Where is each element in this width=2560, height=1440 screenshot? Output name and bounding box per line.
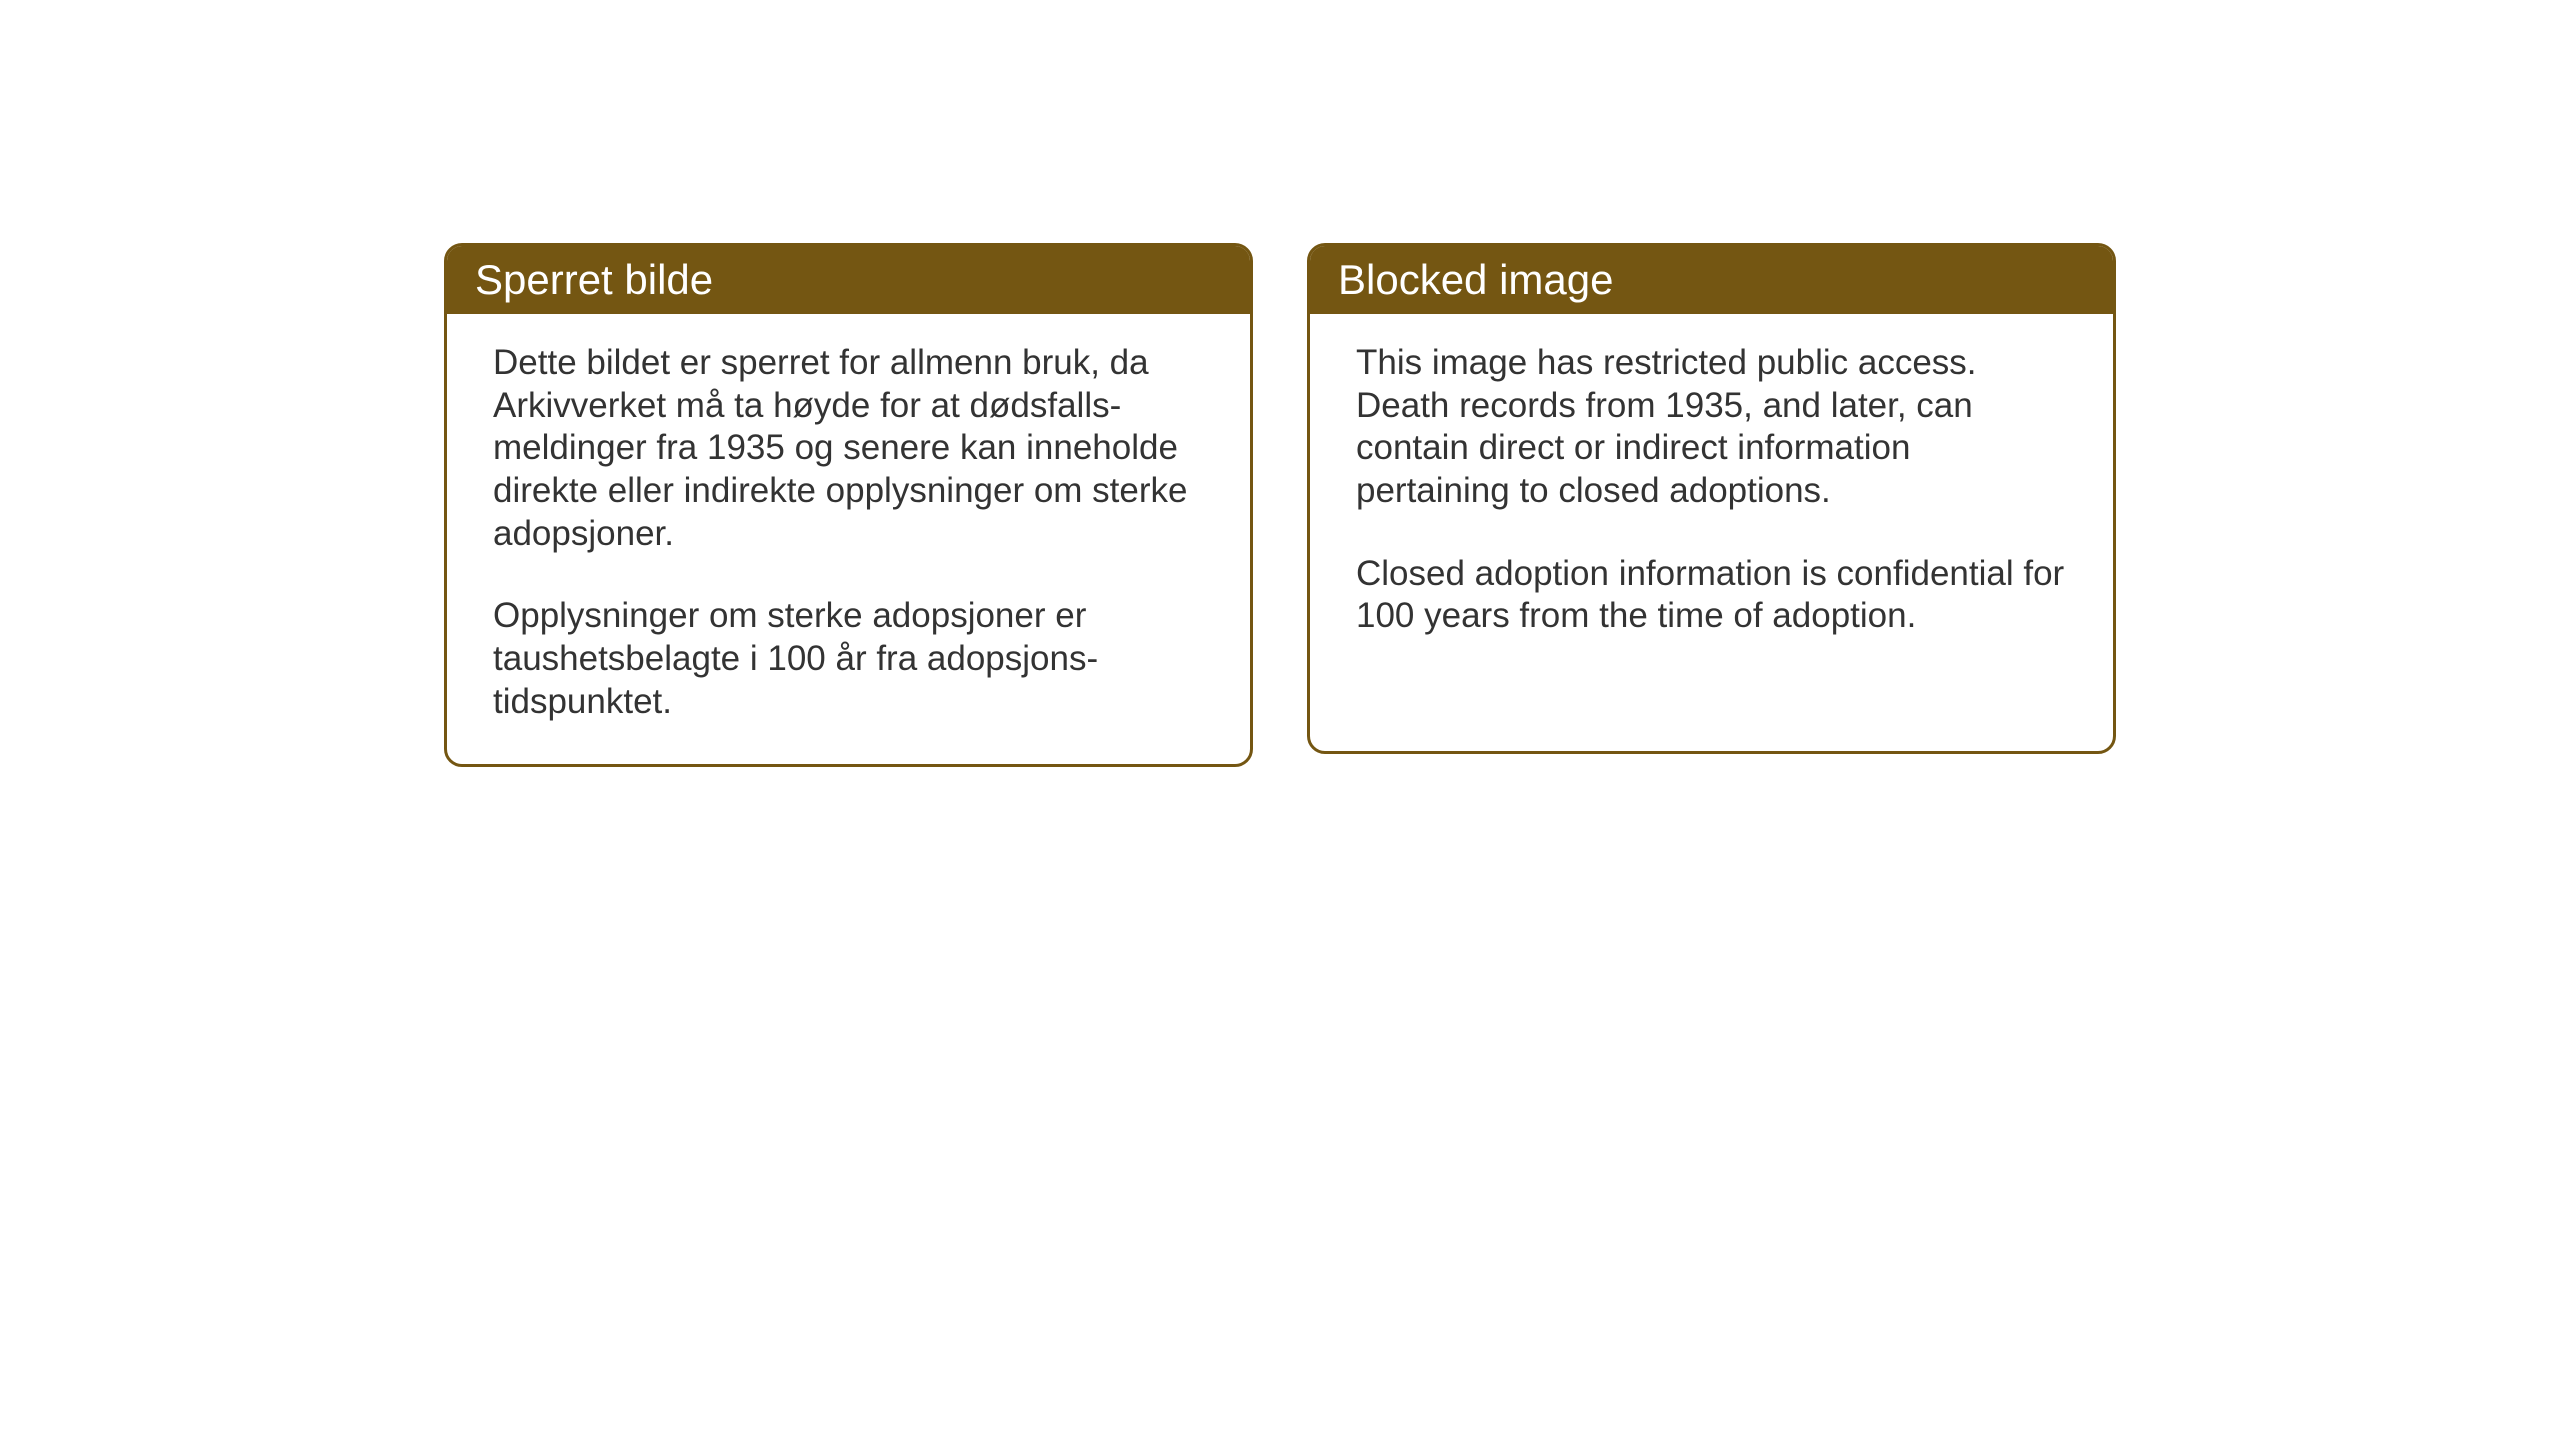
cards-container: Sperret bilde Dette bildet er sperret fo…	[444, 243, 2116, 767]
card-norwegian: Sperret bilde Dette bildet er sperret fo…	[444, 243, 1253, 767]
card-body-norwegian: Dette bildet er sperret for allmenn bruk…	[447, 314, 1250, 764]
card-body-english: This image has restricted public access.…	[1310, 314, 2113, 678]
card-paragraph-2-norwegian: Opplysninger om sterke adopsjoner er tau…	[493, 595, 1204, 723]
card-paragraph-1-english: This image has restricted public access.…	[1356, 342, 2067, 513]
card-paragraph-1-norwegian: Dette bildet er sperret for allmenn bruk…	[493, 342, 1204, 555]
card-paragraph-2-english: Closed adoption information is confident…	[1356, 553, 2067, 638]
card-header-english: Blocked image	[1310, 246, 2113, 314]
card-english: Blocked image This image has restricted …	[1307, 243, 2116, 754]
card-header-norwegian: Sperret bilde	[447, 246, 1250, 314]
